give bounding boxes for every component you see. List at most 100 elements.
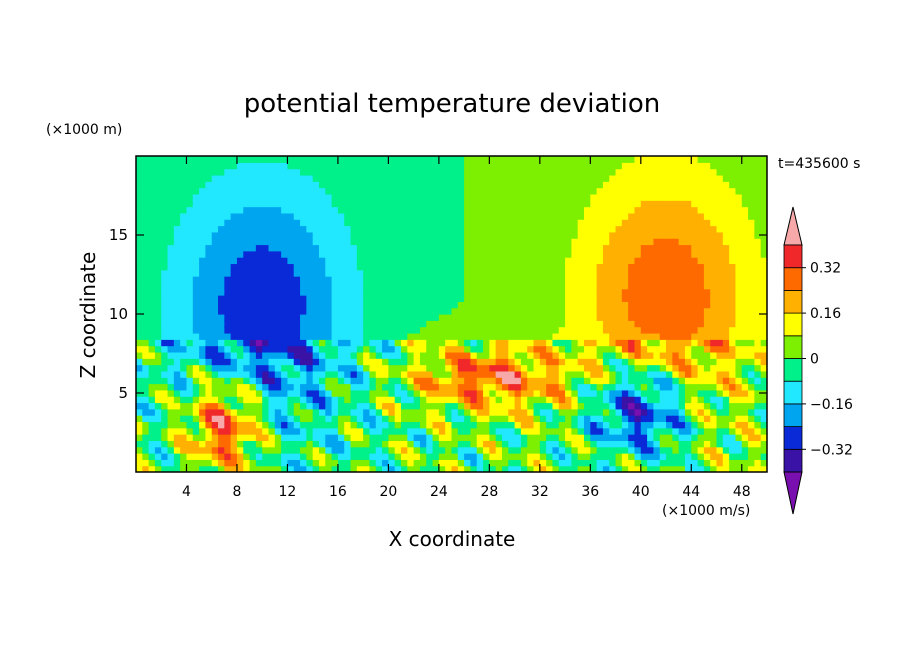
- heatmap-cell: [483, 238, 490, 246]
- heatmap-cell: [426, 193, 434, 201]
- heatmap-cell: [142, 187, 150, 195]
- heatmap-cell: [426, 364, 434, 372]
- heatmap-cell: [678, 408, 686, 416]
- heatmap-cell: [584, 212, 591, 220]
- heatmap-cell: [388, 351, 396, 359]
- heatmap-cell: [634, 427, 642, 435]
- heatmap-cell: [243, 168, 251, 176]
- heatmap-cell: [653, 250, 661, 258]
- heatmap-cell: [136, 244, 143, 252]
- heatmap-cell: [186, 339, 194, 347]
- heatmap-cell: [243, 257, 251, 265]
- heatmap-cell: [287, 257, 295, 265]
- heatmap-cell: [754, 326, 762, 334]
- heatmap-cell: [634, 200, 642, 208]
- heatmap-cell: [249, 212, 257, 220]
- heatmap-cell: [363, 193, 371, 201]
- heatmap-cell: [419, 345, 427, 353]
- heatmap-cell: [659, 276, 667, 283]
- heatmap-cell: [483, 225, 490, 233]
- heatmap-cell: [584, 162, 591, 170]
- heatmap-cell: [754, 307, 762, 315]
- heatmap-cell: [628, 174, 636, 182]
- heatmap-cell: [306, 174, 314, 182]
- heatmap-cell: [527, 174, 535, 182]
- heatmap-cell: [432, 358, 440, 366]
- heatmap-cell: [337, 307, 345, 315]
- heatmap-cell: [539, 351, 547, 359]
- heatmap-cell: [602, 257, 610, 265]
- heatmap-cell: [426, 396, 434, 404]
- heatmap-cell: [218, 415, 225, 423]
- heatmap-cell: [236, 389, 244, 397]
- heatmap-cell: [167, 200, 175, 208]
- heatmap-cell: [180, 358, 188, 366]
- heatmap-cell: [584, 257, 591, 265]
- heatmap-cell: [501, 389, 509, 397]
- heatmap-cell: [722, 465, 730, 472]
- heatmap-cell: [192, 427, 200, 435]
- heatmap-cell: [136, 377, 143, 385]
- heatmap-cell: [274, 453, 282, 460]
- heatmap-cell: [691, 174, 699, 182]
- heatmap-cell: [640, 276, 648, 283]
- heatmap-cell: [451, 156, 459, 163]
- heatmap-cell: [161, 282, 169, 290]
- heatmap-cell: [224, 453, 232, 460]
- heatmap-cell: [199, 314, 207, 321]
- heatmap-cell: [136, 276, 143, 283]
- heatmap-cell: [520, 408, 528, 416]
- heatmap-cell: [476, 263, 484, 271]
- heatmap-cell: [363, 301, 371, 309]
- heatmap-cell: [173, 295, 181, 302]
- heatmap-cell: [621, 383, 629, 391]
- heatmap-cell: [609, 238, 617, 246]
- heatmap-cell: [470, 225, 478, 233]
- heatmap-cell: [596, 200, 604, 208]
- heatmap-cell: [539, 269, 547, 277]
- heatmap-cell: [136, 459, 143, 467]
- heatmap-cell: [520, 193, 528, 201]
- heatmap-cell: [230, 314, 238, 321]
- heatmap-cell: [419, 219, 427, 227]
- heatmap-cell: [331, 377, 339, 385]
- heatmap-cell: [218, 446, 225, 454]
- heatmap-cell: [407, 326, 415, 334]
- heatmap-cell: [741, 231, 749, 239]
- heatmap-cell: [760, 225, 767, 233]
- heatmap-cell: [300, 231, 307, 239]
- heatmap-cell: [173, 421, 181, 429]
- heatmap-cell: [457, 200, 465, 208]
- heatmap-cell: [659, 358, 667, 366]
- heatmap-cell: [470, 358, 478, 366]
- heatmap-cell: [173, 238, 181, 246]
- heatmap-cell: [363, 465, 371, 472]
- heatmap-cell: [539, 396, 547, 404]
- heatmap-cell: [331, 421, 339, 429]
- heatmap-cell: [363, 206, 371, 214]
- heatmap-cell: [419, 307, 427, 315]
- heatmap-cell: [483, 162, 490, 170]
- heatmap-cell: [666, 231, 673, 239]
- heatmap-cell: [255, 446, 263, 454]
- heatmap-cell: [514, 320, 522, 328]
- heatmap-cell: [394, 453, 402, 460]
- heatmap-cell: [312, 396, 320, 404]
- heatmap-cell: [318, 212, 326, 220]
- heatmap-cell: [527, 459, 535, 467]
- heatmap-cell: [388, 276, 396, 283]
- heatmap-cell: [262, 465, 270, 472]
- heatmap-cell: [495, 269, 503, 277]
- heatmap-cell: [224, 174, 232, 182]
- heatmap-cell: [565, 377, 572, 385]
- heatmap-cell: [596, 358, 604, 366]
- heatmap-cell: [546, 219, 554, 227]
- heatmap-cell: [615, 307, 623, 315]
- heatmap-cell: [729, 156, 737, 163]
- heatmap-cell: [363, 427, 371, 435]
- heatmap-cell: [489, 168, 497, 176]
- heatmap-cell: [325, 364, 333, 372]
- heatmap-cell: [590, 453, 598, 460]
- heatmap-cell: [697, 307, 705, 315]
- heatmap-cell: [255, 193, 263, 201]
